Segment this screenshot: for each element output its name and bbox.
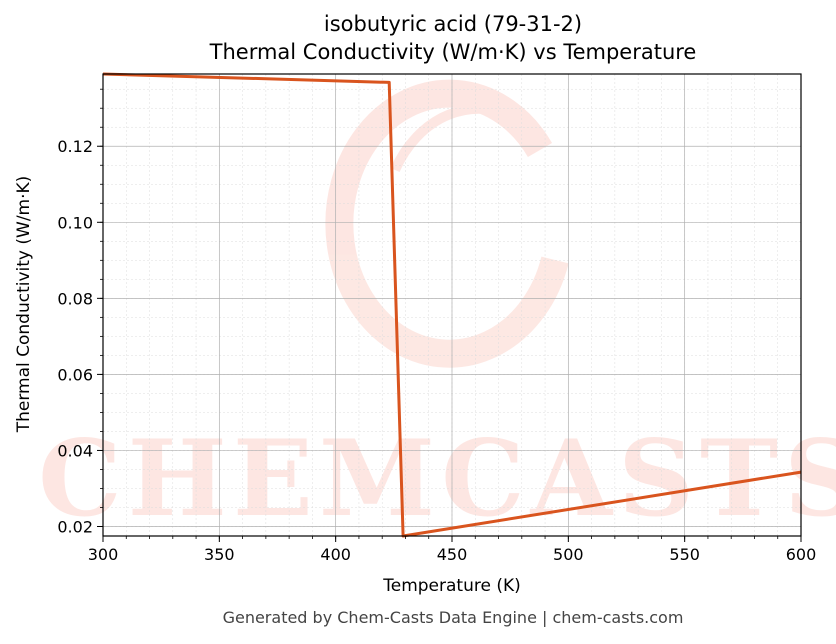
x-tick-label: 450 [437,545,468,564]
x-tick-label: 400 [320,545,351,564]
series-line [102,72,802,538]
x-axis-label: Temperature (K) [383,576,521,596]
y-axis-label: Thermal Conductivity (W/m·K) [14,175,34,433]
y-tick-label: 0.04 [57,441,93,460]
y-tick-label: 0.06 [57,365,93,384]
y-tick-label: 0.10 [57,213,93,232]
x-tick-label: 600 [786,545,817,564]
y-axis-ticks: 0.02 0.04 0.06 0.08 0.10 0.12 [57,88,103,536]
chart-title: isobutyric acid (79-31-2) [323,12,583,36]
y-tick-label: 0.02 [57,517,93,536]
x-tick-label: 300 [88,545,119,564]
watermark: CHEMCASTS [38,79,836,540]
series-layer [102,72,802,538]
chart-subtitle: Thermal Conductivity (W/m·K) vs Temperat… [209,40,697,64]
footer-credit: Generated by Chem-Casts Data Engine | ch… [222,608,684,627]
x-tick-label: 350 [204,545,235,564]
watermark-text: CHEMCASTS [38,416,836,540]
x-axis-ticks: 300 350 400 450 500 550 600 [88,536,817,564]
y-tick-label: 0.12 [57,137,93,156]
x-tick-label: 550 [669,545,700,564]
y-tick-label: 0.08 [57,289,93,308]
x-tick-label: 500 [553,545,584,564]
